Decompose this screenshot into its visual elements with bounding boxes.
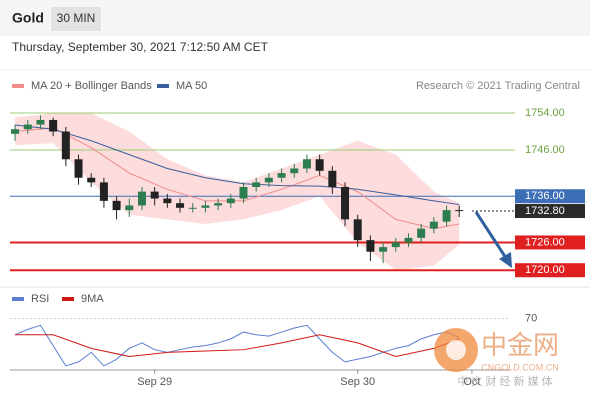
watermark-tagline: 中 文 财 经 新 媒 体: [457, 374, 552, 388]
candle-body: [87, 177, 96, 183]
candle-body: [239, 186, 248, 199]
candle-body: [176, 203, 185, 208]
level-label: 1720.00: [525, 264, 565, 276]
rsi-line: [15, 334, 460, 357]
x-tick-label: Sep 29: [137, 376, 172, 388]
candle-body: [391, 242, 400, 248]
watermark-url: CNGOLD.COM.CN: [481, 362, 559, 372]
candle-body: [137, 191, 146, 206]
chart-title: Gold: [12, 10, 44, 26]
legend-label: RSI: [31, 293, 49, 305]
x-tick-label: Sep 30: [340, 376, 375, 388]
x-tick-label: Oct: [463, 376, 480, 388]
candle-body: [23, 124, 32, 130]
timeframe-button[interactable]: [51, 7, 101, 31]
candle-body: [328, 170, 337, 187]
candle-body: [49, 119, 58, 132]
watermark-logo: [446, 340, 466, 360]
candle-body: [125, 205, 134, 211]
rsi-line: [14, 324, 460, 367]
candle-body: [455, 210, 464, 212]
timeframe-label: 30 MIN: [57, 11, 96, 25]
level-label-box: [515, 189, 585, 204]
legend-label: MA 50: [176, 80, 207, 92]
candle-body: [353, 219, 362, 241]
candle-body: [99, 182, 108, 201]
candle-body: [429, 221, 438, 229]
level-label: 1732.80: [525, 205, 565, 217]
candle-body: [201, 205, 210, 208]
level-label-box: [515, 235, 585, 250]
candle-body: [379, 247, 388, 252]
level-label: 1754.00: [525, 107, 565, 119]
candle-body: [341, 186, 350, 220]
candle-body: [36, 119, 45, 125]
level-label: 1726.00: [525, 236, 565, 248]
watermark-name: 中金网: [481, 330, 559, 360]
candle-body: [366, 240, 375, 252]
y-tick-label: 70: [525, 312, 537, 324]
candle-body: [277, 173, 286, 178]
candle-body: [290, 168, 299, 174]
candle-body: [163, 198, 172, 204]
candle-body: [315, 159, 324, 171]
level-label-box: [515, 263, 585, 278]
candle-body: [61, 131, 70, 160]
level-label: 1736.00: [525, 190, 565, 202]
candle-body: [214, 203, 223, 206]
forecast-arrow: [474, 211, 508, 259]
level-label-box: [515, 204, 585, 219]
date-subtitle: Thursday, September 30, 2021 7:12:50 AM …: [12, 40, 269, 54]
candle-body: [74, 159, 83, 178]
source-text: Research © 2021 Trading Central: [416, 80, 580, 92]
legend-label: 9MA: [81, 293, 104, 305]
candle-body: [188, 207, 197, 209]
forecast-arrowhead: [499, 252, 512, 268]
candle-body: [442, 210, 451, 222]
bollinger-band: [15, 113, 460, 271]
candle-body: [404, 237, 413, 243]
candle-body: [11, 129, 20, 134]
candle-body: [150, 191, 159, 199]
candle-body: [112, 200, 121, 211]
candle-body: [226, 198, 235, 204]
legend-label: MA 20 + Bollinger Bands: [31, 80, 152, 92]
candle-body: [264, 177, 273, 183]
candle-body: [302, 159, 311, 169]
candle-body: [252, 182, 261, 187]
candle-body: [417, 228, 426, 238]
level-label: 1746.00: [525, 144, 565, 156]
